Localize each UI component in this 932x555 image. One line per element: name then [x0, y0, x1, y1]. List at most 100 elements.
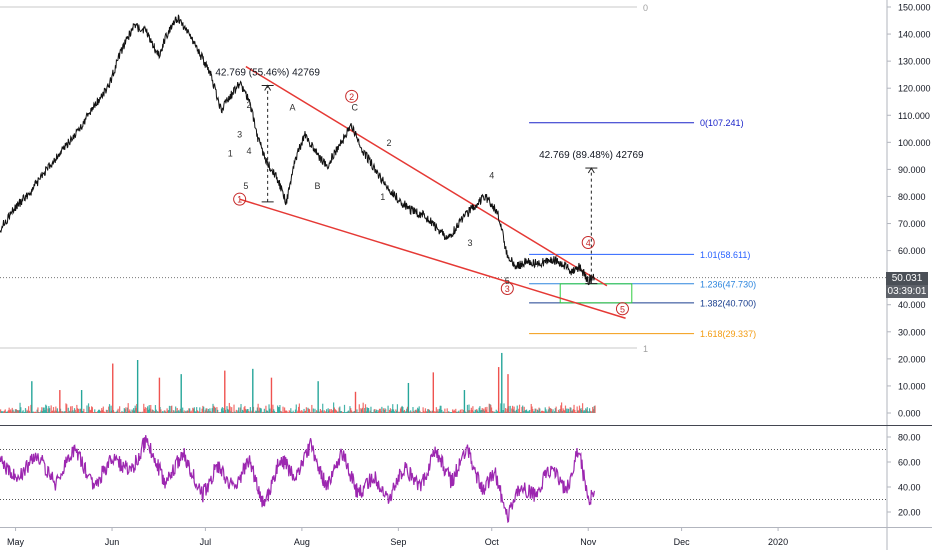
volume-bar: [516, 405, 518, 413]
volume-bar: [196, 407, 198, 413]
volume-bar: [80, 408, 82, 413]
volume-bar: [213, 405, 215, 413]
volume-bar: [368, 412, 371, 413]
volume-bar: [465, 411, 467, 413]
volume-bar: [259, 408, 262, 413]
volume-bar: [448, 411, 450, 413]
volume-bar: [281, 411, 283, 413]
volume-bar: [51, 411, 53, 413]
volume-bar: [116, 410, 118, 413]
volume-bar: [319, 409, 321, 413]
volume-bar: [594, 405, 596, 413]
volume-bar: [14, 409, 16, 413]
volume-bar: [425, 411, 427, 413]
volume-bar: [293, 412, 295, 413]
volume-bar: [201, 408, 203, 413]
volume-bar: [178, 411, 181, 413]
volume-bar: [441, 412, 444, 413]
volume-bar: [211, 408, 213, 413]
volume-bar: [312, 412, 314, 413]
volume-bar: [378, 408, 381, 413]
volume-bar: [571, 411, 573, 413]
volume-bar: [574, 409, 576, 413]
volume-bar: [530, 403, 532, 413]
volume-bar: [105, 412, 107, 413]
volume-bar: [33, 412, 35, 413]
volume-bar: [161, 412, 163, 413]
volume-bar: [303, 408, 305, 413]
volume-bar: [117, 408, 119, 413]
volume-bar: [362, 402, 364, 413]
volume-bar: [144, 407, 146, 413]
volume-bar: [83, 408, 85, 413]
volume-bar: [511, 405, 514, 413]
volume-bar: [388, 412, 390, 413]
volume-bar: [459, 409, 462, 413]
volume-bar: [466, 404, 469, 413]
volume-bar: [524, 410, 526, 413]
volume-bar: [77, 409, 80, 413]
volume-bar: [190, 410, 192, 413]
volume-bar: [292, 410, 294, 413]
volume-bar: [286, 410, 288, 413]
volume-bar: [269, 408, 271, 413]
volume-bar: [197, 411, 199, 413]
volume-bar: [455, 408, 457, 413]
price-tick-label: 140.000: [898, 30, 931, 40]
volume-bar: [171, 412, 174, 413]
volume-bar: [301, 411, 304, 413]
volume-bar: [393, 411, 395, 413]
volume-bar: [359, 412, 361, 413]
volume-bar: [448, 411, 451, 413]
volume-bar: [113, 411, 115, 413]
price-tick-label: 120.000: [898, 84, 931, 94]
volume-bar: [182, 411, 185, 413]
volume-bar: [371, 412, 373, 413]
price-tick-label: 130.000: [898, 57, 931, 67]
volume-bar: [294, 409, 297, 413]
volume-bar: [326, 409, 328, 413]
volume-bar: [490, 404, 492, 413]
volume-spike: [31, 381, 33, 413]
volume-bar: [245, 410, 248, 413]
volume-bar: [553, 412, 555, 413]
volume-bar: [480, 410, 482, 413]
volume-bar: [43, 407, 45, 413]
volume-bar: [238, 411, 241, 413]
volume-bar: [103, 411, 105, 413]
volume-bar: [361, 409, 363, 413]
volume-bar: [203, 406, 205, 413]
volume-bar: [214, 407, 216, 413]
fib-level-label: 1.01(58.611): [700, 250, 750, 260]
price-tick-label: 0.000: [898, 409, 921, 419]
volume-bar: [89, 410, 91, 413]
volume-bar: [151, 409, 153, 413]
volume-bar: [308, 409, 311, 413]
volume-bar: [397, 412, 399, 413]
volume-bar: [413, 411, 416, 413]
volume-bar: [147, 406, 149, 413]
volume-bar: [541, 410, 543, 413]
volume-bar: [249, 407, 251, 413]
fib-level-label: 0(107.241): [700, 118, 744, 128]
volume-bar: [178, 410, 180, 413]
volume-bar: [153, 411, 155, 413]
volume-bar: [87, 412, 89, 413]
volume-bar: [534, 408, 536, 413]
volume-bar: [416, 410, 418, 413]
price-tick-label: 60.000: [898, 246, 926, 256]
volume-bar: [11, 407, 13, 413]
volume-bar: [164, 411, 167, 413]
volume-bar: [150, 411, 153, 413]
volume-bar: [414, 410, 416, 413]
volume-bar: [300, 411, 302, 413]
volume-bar: [592, 409, 595, 413]
volume-bar: [375, 411, 377, 413]
volume-bar: [17, 410, 19, 413]
volume-bar: [146, 407, 148, 413]
volume-bar: [250, 411, 252, 413]
wave-label: 5: [505, 276, 510, 286]
volume-bar: [231, 407, 233, 413]
volume-bar: [194, 411, 196, 413]
volume-bar: [365, 411, 367, 413]
